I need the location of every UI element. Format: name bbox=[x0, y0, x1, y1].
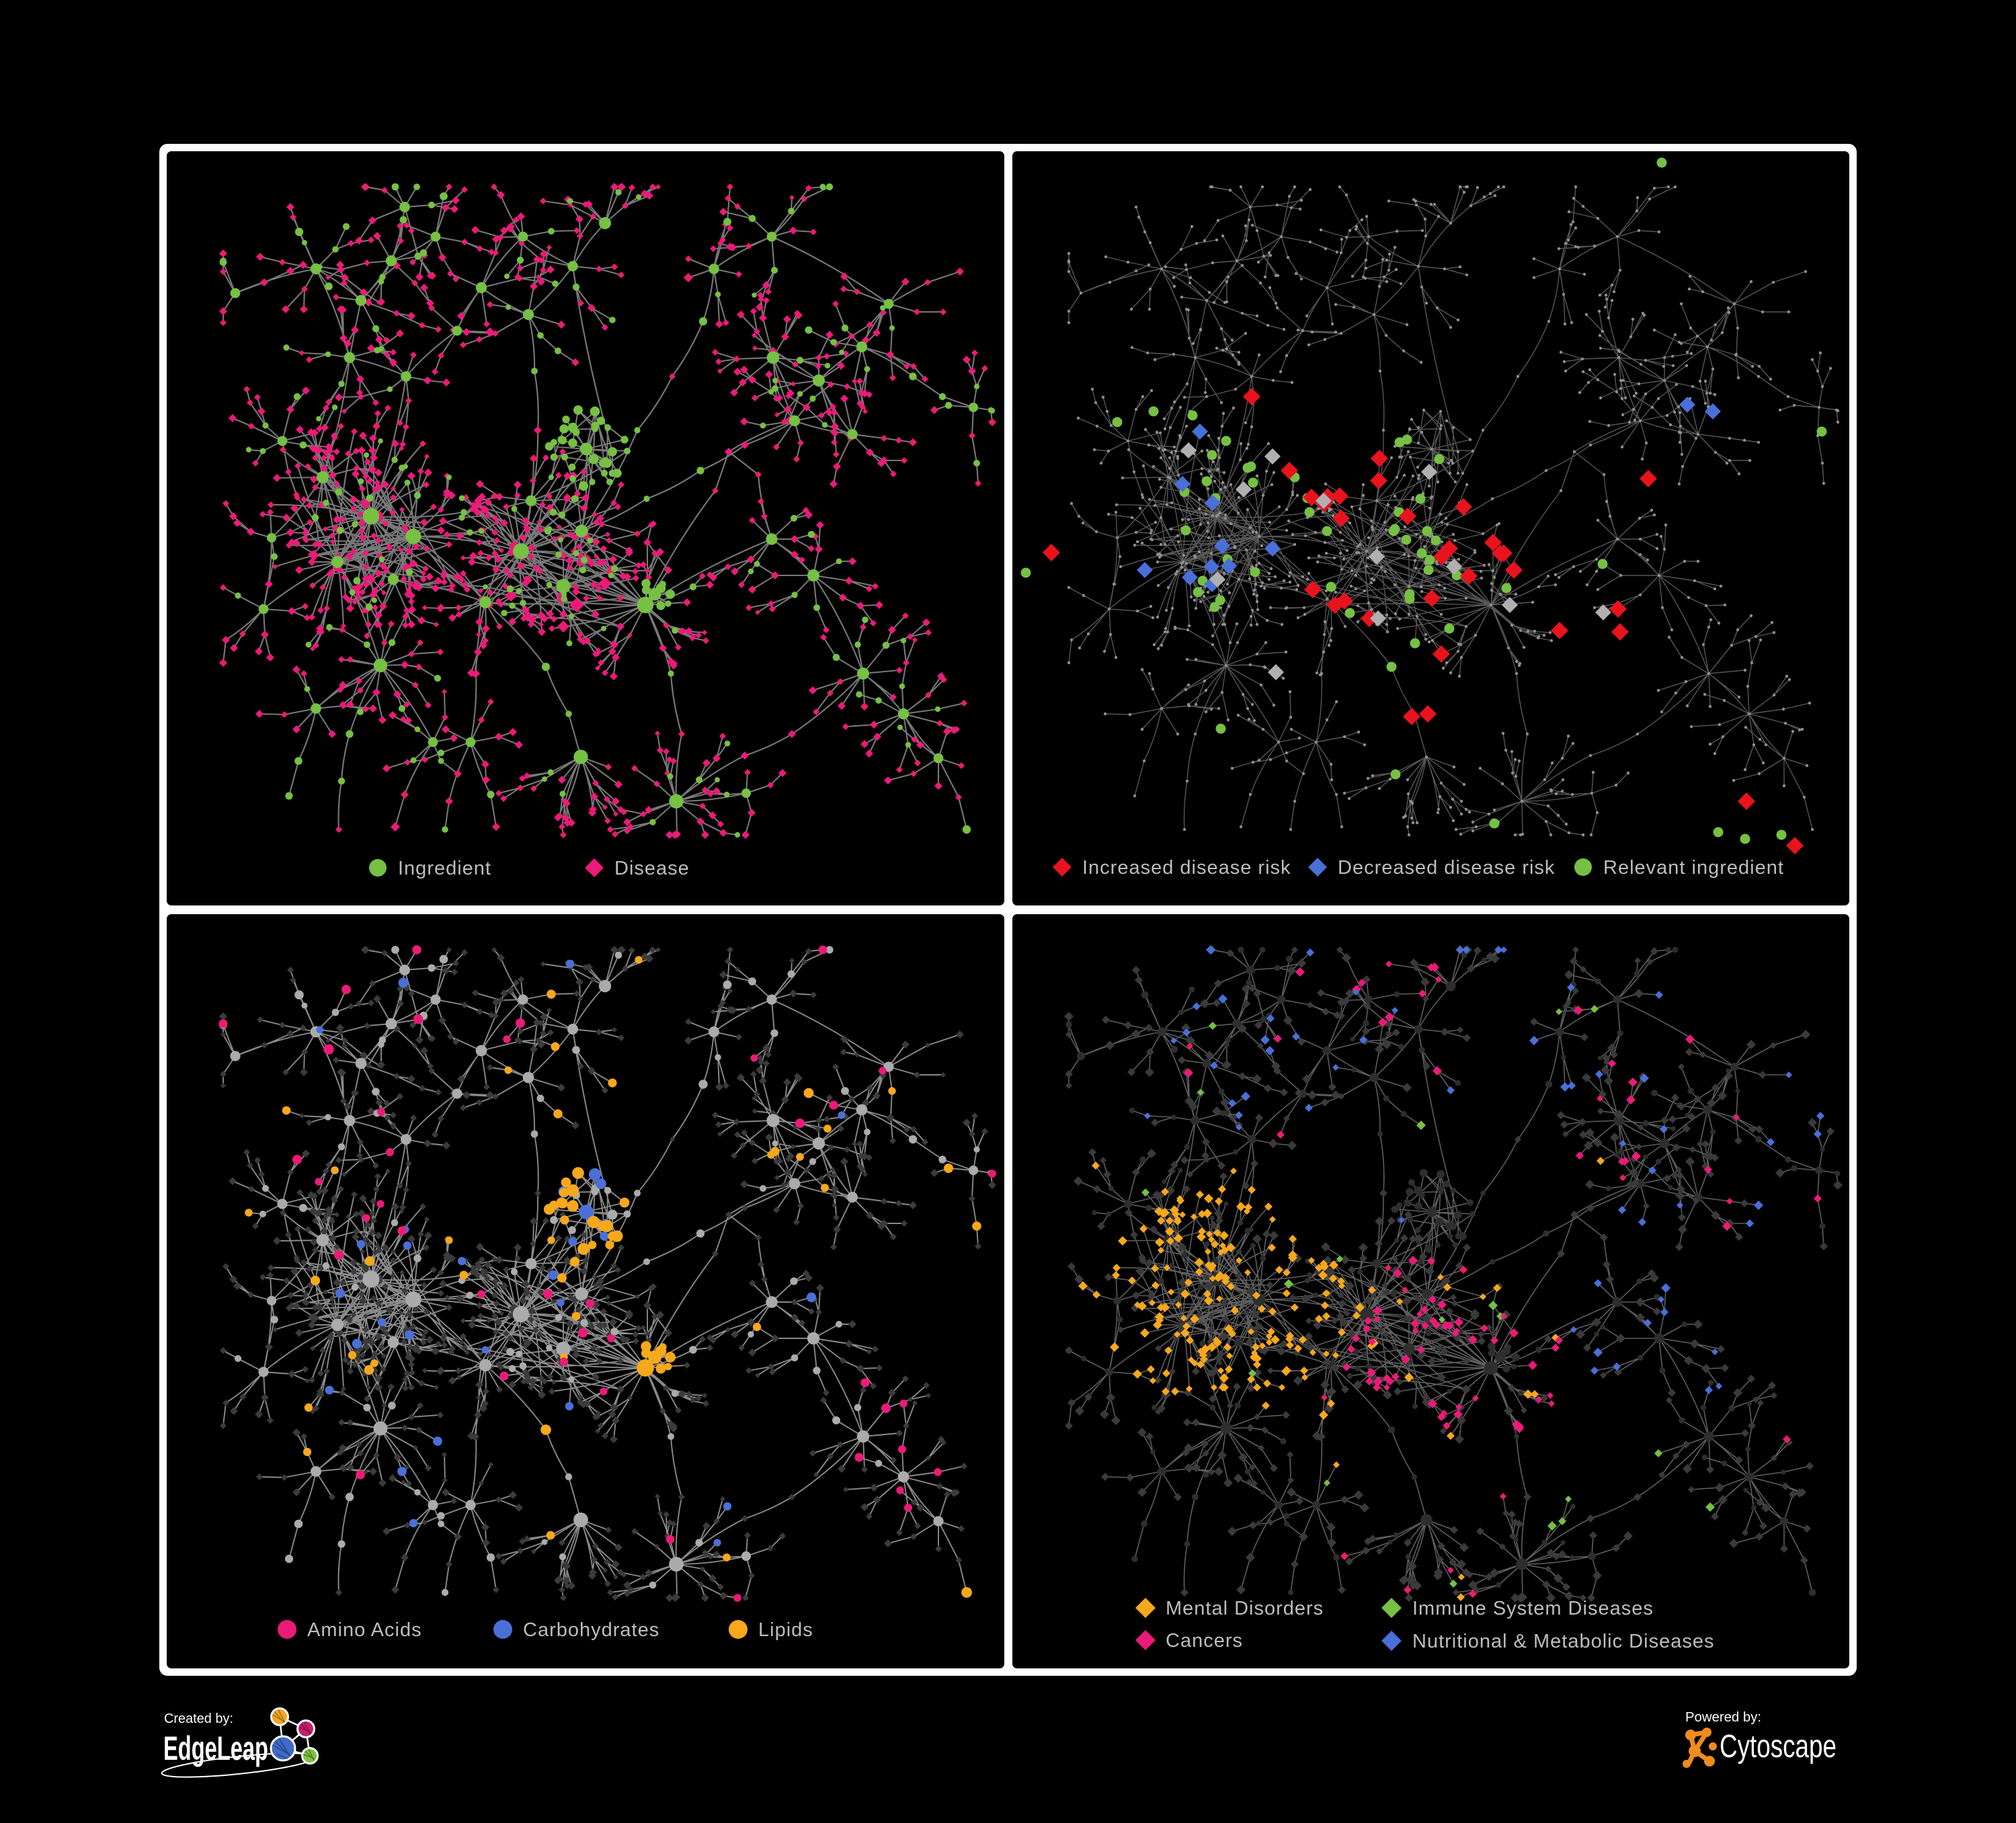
svg-text:Created by:: Created by: bbox=[164, 1711, 233, 1726]
svg-text:Increased disease risk: Increased disease risk bbox=[1082, 857, 1291, 879]
svg-text:Mental Disorders: Mental Disorders bbox=[1166, 1598, 1324, 1619]
svg-text:Lipids: Lipids bbox=[758, 1619, 813, 1641]
svg-text:Disease: Disease bbox=[614, 858, 690, 879]
svg-text:Immune System Diseases: Immune System Diseases bbox=[1412, 1598, 1654, 1619]
svg-text:Decreased disease risk: Decreased disease risk bbox=[1338, 857, 1555, 879]
svg-text:Powered by:: Powered by: bbox=[1685, 1710, 1761, 1725]
svg-text:EdgeLeap: EdgeLeap bbox=[163, 1730, 268, 1767]
svg-text:Relevant ingredient: Relevant ingredient bbox=[1603, 857, 1784, 879]
svg-text:Cancers: Cancers bbox=[1166, 1630, 1243, 1652]
svg-text:Nutritional & Metabolic Diseas: Nutritional & Metabolic Diseases bbox=[1412, 1631, 1714, 1652]
svg-text:Ingredient: Ingredient bbox=[398, 858, 491, 879]
svg-text:Amino Acids: Amino Acids bbox=[307, 1619, 422, 1641]
svg-text:Carbohydrates: Carbohydrates bbox=[523, 1619, 659, 1641]
svg-text:Cytoscape: Cytoscape bbox=[1720, 1729, 1837, 1765]
